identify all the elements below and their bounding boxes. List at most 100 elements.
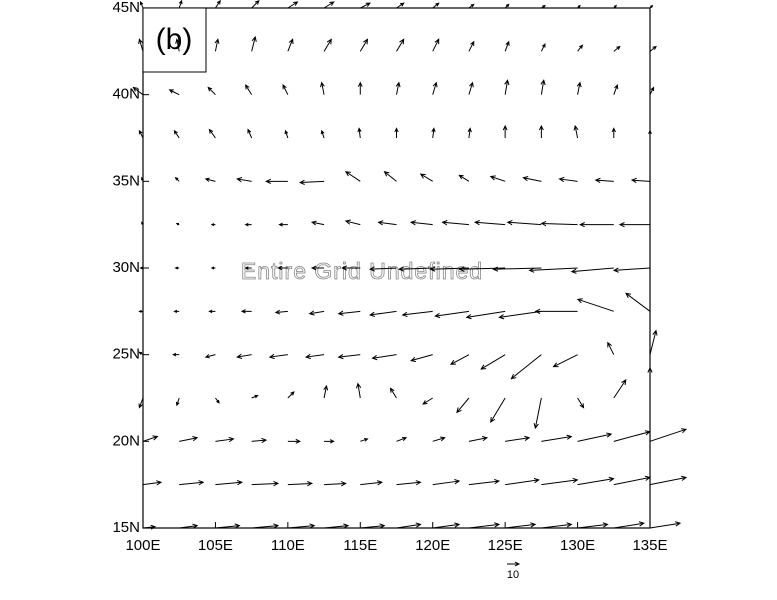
wind-vector — [324, 481, 347, 487]
wind-vector — [540, 220, 578, 227]
wind-vector — [337, 310, 361, 316]
wind-vector — [541, 434, 573, 442]
wind-vector — [510, 354, 542, 380]
wind-vector — [468, 478, 501, 486]
wind-vector — [210, 223, 216, 227]
wind-vector — [538, 124, 544, 138]
wind-vector — [577, 397, 585, 409]
wind-vector — [468, 40, 475, 52]
wind-vector — [310, 220, 325, 226]
x-tick-label: 110E — [271, 537, 305, 554]
wind-vector — [649, 428, 688, 442]
wind-vector — [432, 81, 438, 95]
wind-vector — [649, 86, 655, 95]
wind-vector — [251, 35, 257, 52]
wind-vector — [287, 1, 299, 9]
panel-label-box — [142, 7, 207, 73]
wind-vector — [468, 81, 474, 95]
wind-vector — [522, 175, 542, 182]
wind-vector — [268, 353, 288, 360]
wind-vector — [142, 435, 159, 442]
wind-vector — [175, 222, 180, 226]
wind-vector — [649, 475, 688, 486]
wind-vector — [401, 310, 433, 318]
wind-vector — [168, 89, 180, 96]
wind-vector — [215, 436, 235, 443]
wind-vector — [310, 265, 325, 271]
wind-vector — [506, 219, 542, 226]
wind-vector — [138, 397, 144, 409]
wind-vector — [456, 397, 470, 414]
wind-vector — [323, 384, 329, 399]
wind-vector — [360, 438, 369, 442]
wind-vector — [236, 353, 252, 359]
wind-vector — [142, 524, 157, 530]
wind-vector — [323, 38, 332, 52]
wind-vector — [577, 522, 609, 529]
reference-label: 10 — [507, 569, 519, 581]
wind-vector — [613, 83, 619, 95]
wind-vector — [179, 480, 205, 486]
wind-vector — [251, 437, 268, 444]
wind-vector — [473, 219, 506, 226]
x-tick-label: 125E — [488, 537, 523, 554]
wind-vector — [649, 521, 682, 529]
wind-vector — [174, 266, 180, 270]
wind-vector — [570, 267, 614, 274]
wind-vector — [245, 84, 253, 95]
wind-vector — [265, 178, 288, 184]
wind-vector — [138, 129, 144, 139]
wind-vector — [251, 523, 280, 529]
wind-vector — [204, 177, 216, 182]
wind-vector — [247, 128, 253, 139]
wind-vector — [396, 436, 408, 442]
wind-vector — [465, 310, 506, 320]
wind-vector — [432, 2, 440, 9]
wind-vector — [298, 179, 325, 185]
wind-vector — [540, 43, 546, 52]
panel-label: (b) — [156, 23, 193, 56]
wind-vector — [396, 480, 422, 486]
wind-vector — [647, 366, 653, 398]
y-tick-label: 35N — [112, 172, 140, 189]
wind-vector — [337, 353, 361, 360]
wind-vector — [618, 222, 650, 228]
wind-vector — [360, 523, 386, 529]
wind-vector — [458, 174, 470, 182]
wind-vector — [173, 129, 180, 139]
wind-vector — [649, 45, 657, 52]
wind-vector — [468, 435, 489, 442]
wind-vector — [215, 523, 241, 529]
wind-vector — [215, 0, 221, 9]
wind-vector — [579, 222, 614, 228]
wind-vector — [419, 173, 433, 182]
wind-vector — [251, 481, 280, 487]
wind-vector — [422, 397, 433, 405]
wind-vector — [441, 220, 469, 226]
wind-vector — [396, 38, 405, 52]
wind-vector — [613, 475, 651, 486]
annotation: Entire Grid Undefined — [241, 258, 483, 284]
wind-vector — [287, 481, 314, 487]
wind-vector — [236, 177, 252, 183]
wind-vector — [207, 86, 216, 96]
wind-vector — [489, 175, 506, 182]
wind-vector — [320, 129, 325, 139]
wind-vector — [138, 351, 144, 356]
wind-vector — [287, 391, 295, 399]
wind-vector — [139, 0, 144, 9]
wind-vector — [179, 523, 199, 529]
wind-vector — [368, 310, 397, 317]
wind-vector — [251, 0, 260, 9]
wind-vector — [397, 266, 433, 272]
wind-vector — [371, 354, 397, 361]
wind-vector — [505, 522, 537, 529]
reference-vector — [507, 561, 521, 567]
wind-vector — [505, 477, 540, 486]
wind-vector — [431, 127, 436, 139]
wind-vector — [432, 436, 446, 442]
wind-vector — [533, 397, 542, 430]
wind-vector — [504, 3, 510, 9]
wind-vector — [613, 379, 627, 399]
